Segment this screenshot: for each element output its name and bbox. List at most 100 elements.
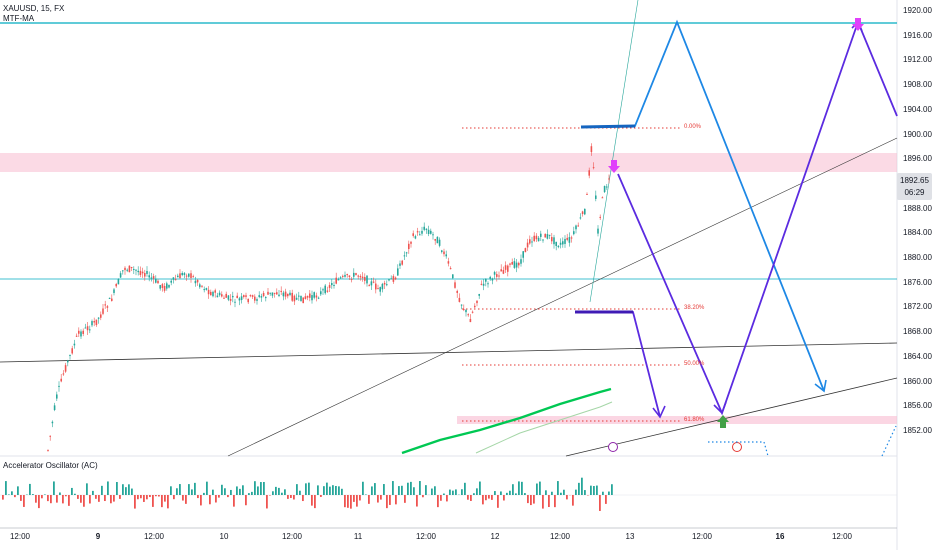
fib-levels[interactable] [462,127,680,422]
oscillator-bar [473,493,475,495]
indicator-label[interactable]: MTF-MA [3,14,35,23]
trendline-rising[interactable] [227,137,898,457]
oscillator-bar [173,495,175,500]
candle-body [64,365,67,372]
candle-body [179,273,181,279]
candle-body [78,330,80,334]
oscillator-bar [38,495,40,509]
candle-body [262,292,265,297]
oscillator-bar [557,481,559,495]
oscillator-bar [245,495,247,506]
candle-body [513,261,516,268]
oscillator-bar [98,495,100,502]
oscillator-bar [584,490,586,495]
candle-body [485,278,487,282]
oscillator-bar [71,487,73,495]
oscillator-bar [23,495,25,507]
candle-body [205,288,208,290]
oscillator-bar [14,495,16,498]
candlestick-series[interactable] [47,143,610,452]
oscillator-title[interactable]: Accelerator Oscillator (AC) [3,461,98,470]
candle-body [498,275,500,277]
symbol-label[interactable]: XAUUSD, 15, FX [3,4,65,13]
time-axis-label: 9 [95,532,101,541]
oscillator-bar [422,495,424,498]
event-marker-icon[interactable] [608,442,618,452]
resistance-zone[interactable] [0,153,897,172]
price-axis-label: 1908.00 [903,80,932,90]
oscillator-bar [608,491,610,495]
candle-body [212,291,214,297]
moving-average-line[interactable] [401,387,612,455]
oscillator-bar [65,495,67,497]
oscillator-bar [215,495,217,503]
blue-scenario-path[interactable] [580,19,825,392]
oscillator-bar [188,484,190,495]
candle-body [504,265,507,270]
candle-body [412,233,414,236]
oscillator-bar [515,493,517,495]
candle-body [449,268,452,270]
down-arrow-icon-2[interactable] [852,18,864,31]
flag-marker-icon[interactable] [732,442,742,452]
candle-body [126,269,128,271]
candle-body [597,228,599,234]
oscillator-bar [497,495,499,508]
candle-body [436,236,439,244]
purple-scenario-path[interactable] [617,19,898,416]
oscillator-bar [296,484,298,495]
candle-body [599,216,601,218]
oscillator-bar [485,495,487,501]
oscillator-bar [314,495,316,509]
candle-body [364,277,366,281]
oscillator-bar [32,494,34,495]
candle-body [588,170,590,176]
oscillator-bar [467,495,469,500]
oscillator-bar [323,486,325,495]
trendline-lower[interactable] [565,377,898,457]
oscillator-bar [53,481,55,495]
up-arrow-icon[interactable] [717,415,729,428]
candle-body [328,285,331,288]
support-zone[interactable] [457,416,897,424]
candle-body [106,306,109,308]
candle-body [91,321,93,326]
candle-body [320,291,322,295]
candle-body [408,243,410,250]
candle-body [392,276,395,282]
candle-body [174,279,177,281]
oscillator-bar [47,495,49,502]
blue-flat-segment [580,124,636,129]
candle-body [507,265,509,272]
oscillator-bar [302,495,304,502]
moving-average-line-2[interactable] [475,401,613,454]
candle-body [515,262,518,268]
trendline-horizontal[interactable] [0,342,898,363]
candle-body [207,289,210,295]
purple-alt-path[interactable] [575,311,661,418]
down-arrow-icon[interactable] [608,160,620,173]
oscillator-bar [11,491,13,495]
candle-body [555,241,557,246]
candle-body [606,186,608,188]
candle-body [522,251,524,258]
oscillator-bar [140,495,142,499]
oscillator-bar [503,495,505,501]
price-axis-label: 1872.00 [903,302,932,312]
oscillator-bar [380,495,382,500]
candle-body [526,242,529,248]
oscillator-bar [227,495,229,498]
candle-body [111,298,113,301]
oscillator-bar [143,495,145,502]
candle-body [49,435,51,437]
oscillator-histogram[interactable] [2,477,613,511]
candle-body [489,276,491,279]
oscillator-bar [350,495,352,509]
candle-body [394,277,397,280]
candle-body [269,292,271,294]
dotted-forecast-line [708,441,769,457]
candle-body [423,226,425,230]
steep-trendline[interactable] [589,0,639,303]
candle-body [403,255,406,257]
